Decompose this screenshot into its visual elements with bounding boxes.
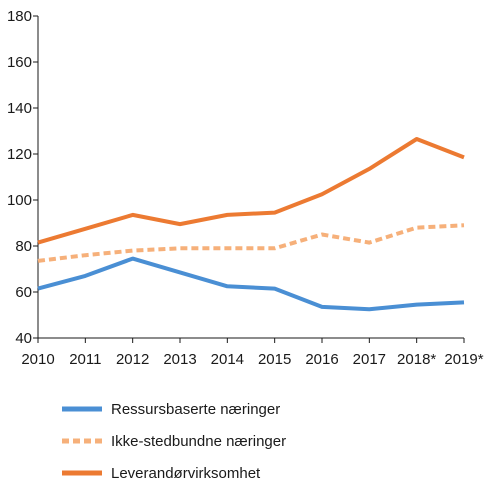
x-tick-label: 2014 [211,351,244,368]
series-line-0 [37,256,465,312]
series-lines [37,137,465,312]
x-tick-label: 2011 [69,351,101,368]
axes [37,16,464,339]
legend-label-series-1: Ikke-stedbundne næringer [111,432,287,450]
legend-item-series-1: Ikke-stedbundne næringer [62,430,492,452]
y-tick-label: 100 [7,192,32,209]
legend-swatch-series-1 [62,438,102,444]
legend-item-series-0: Ressursbaserte næringer [62,398,492,420]
y-axis-ticks: 40 60 80 100 120 140 160 180 [7,8,38,347]
x-tick-label: 2015 [258,351,291,368]
x-tick-label: 2019* [444,351,483,368]
y-tick-label: 80 [15,238,32,255]
legend: Ressursbaserte næringer Ikke-stedbundne … [62,398,492,494]
x-tick-label: 2010 [21,351,54,368]
x-tick-label: 2018* [397,351,436,368]
legend-swatch-series-2 [62,470,102,476]
legend-swatch-series-0 [62,406,102,412]
legend-label-series-0: Ressursbaserte næringer [111,400,281,418]
x-tick-label: 2013 [163,351,196,368]
y-tick-label: 120 [7,146,32,163]
x-tick-label: 2016 [305,351,338,368]
y-tick-label: 180 [7,8,32,25]
y-tick-label: 160 [7,54,32,71]
series-line-1 [37,223,465,263]
legend-item-series-2: Leverandørvirksomhet [62,462,492,484]
y-tick-label: 60 [15,284,32,301]
y-tick-label: 40 [15,330,32,347]
x-tick-label: 2012 [116,351,149,368]
legend-label-series-2: Leverandørvirksomhet [111,464,261,482]
x-axis-ticks: 2010 2011 2012 2013 2014 2015 2016 2017 2018* 201… [21,338,484,368]
y-tick-label: 140 [7,100,32,117]
series-line-2 [37,137,465,245]
x-tick-label: 2017 [353,351,386,368]
